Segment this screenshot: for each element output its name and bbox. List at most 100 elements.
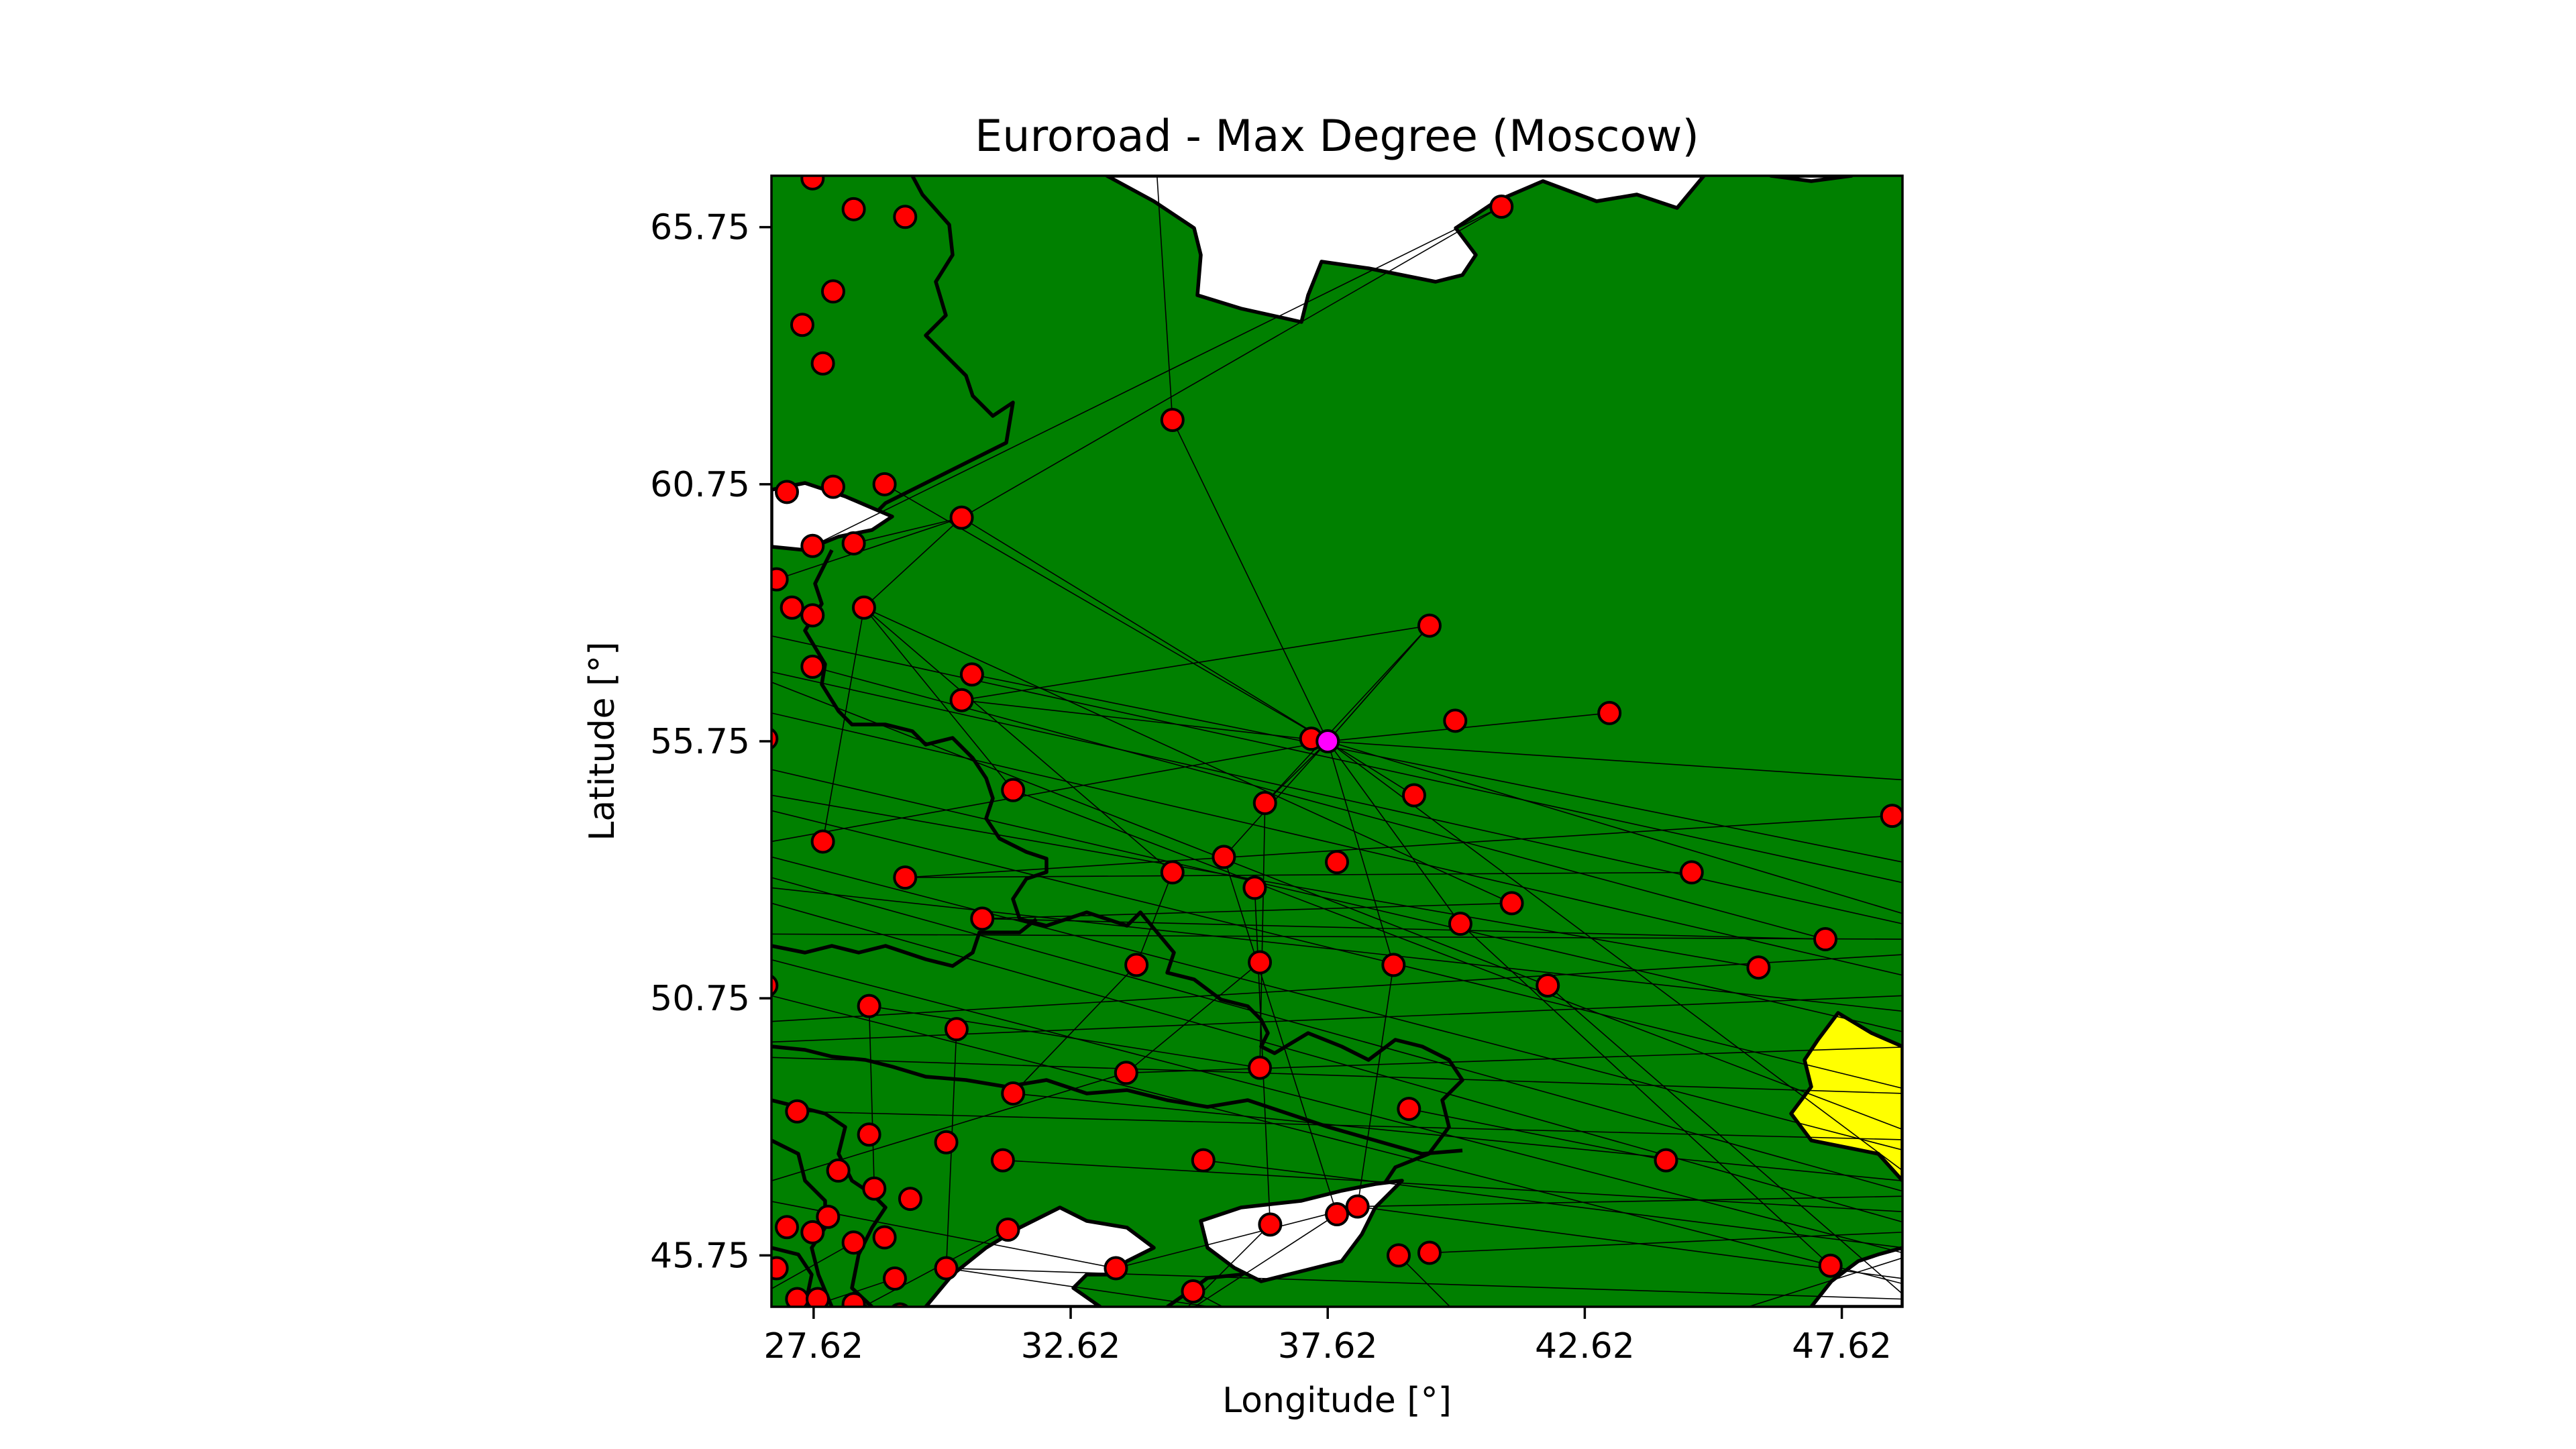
city-node — [1536, 973, 1560, 998]
city-node — [1818, 1253, 1843, 1278]
city-node — [1114, 1061, 1138, 1085]
city-node — [800, 533, 825, 558]
road-edge — [1328, 712, 1610, 742]
city-node — [884, 1327, 906, 1348]
city-node — [800, 603, 825, 628]
highlight-node-moscow — [1316, 729, 1340, 753]
road-nodes — [771, 176, 1902, 1348]
road-edge — [863, 607, 1014, 791]
city-node — [774, 480, 799, 504]
city-node — [1001, 1081, 1026, 1106]
city-node — [820, 279, 845, 304]
city-node — [1124, 953, 1149, 977]
road-edge — [1356, 965, 1395, 1207]
x-axis-ticks: 27.62 32.62 37.62 42.62 47.62 — [763, 1307, 1892, 1366]
city-node — [826, 1158, 851, 1183]
x-tick-label: 32.62 — [1021, 1326, 1121, 1366]
road-edge — [771, 769, 1902, 1032]
road-edge — [1429, 1232, 1902, 1254]
city-node — [1597, 700, 1622, 725]
y-tick-label: 60.75 — [650, 465, 750, 505]
road-edge — [1136, 872, 1173, 965]
road-edge — [905, 871, 1692, 878]
road-edge — [1193, 1291, 1224, 1307]
road-edge — [861, 1229, 1008, 1307]
city-node — [949, 505, 974, 530]
city-node — [841, 1230, 866, 1255]
city-node — [862, 1176, 887, 1201]
road-edge — [1547, 985, 1902, 1295]
city-node — [872, 472, 897, 496]
road-edge — [971, 674, 1902, 863]
road-edge — [808, 1278, 896, 1307]
city-node — [810, 351, 835, 376]
city-node — [970, 906, 995, 931]
road-edge — [771, 954, 1902, 1022]
city-node — [894, 1317, 916, 1338]
city-node — [1212, 845, 1236, 869]
road-edges — [771, 176, 1902, 1307]
city-node — [996, 1218, 1020, 1242]
road-edge — [771, 635, 1902, 883]
road-edge — [961, 517, 1328, 742]
city-node — [1104, 1256, 1128, 1281]
city-node — [872, 1225, 897, 1250]
road-edge — [1328, 741, 1902, 781]
city-node — [1401, 783, 1426, 808]
city-node — [857, 994, 881, 1018]
city-node — [990, 1148, 1015, 1173]
road-edge — [822, 607, 865, 842]
road-edge — [1409, 1108, 1666, 1161]
city-node — [1381, 953, 1406, 977]
road-edge — [1327, 741, 1902, 1171]
road-edge — [771, 1057, 1902, 1094]
road-edge — [1223, 857, 1338, 1215]
city-node — [1252, 790, 1277, 815]
y-tick-label: 45.75 — [650, 1236, 750, 1276]
city-node — [820, 474, 845, 499]
city-node — [816, 1204, 841, 1229]
road-edge — [863, 517, 963, 608]
road-edge — [771, 794, 1759, 968]
road-edge — [1013, 1093, 1902, 1182]
barents-sea-edge — [1769, 176, 1854, 183]
road-edge — [1156, 176, 1173, 421]
city-node — [1191, 1148, 1216, 1173]
road-edge — [1398, 1254, 1451, 1307]
y-tick-label: 55.75 — [650, 722, 750, 762]
road-edge — [1357, 1205, 1902, 1279]
road-edge — [812, 206, 1502, 547]
city-node — [1345, 1194, 1370, 1219]
road-edge — [1357, 1195, 1902, 1208]
road-edge — [1126, 961, 1260, 1073]
map-plot-area — [771, 176, 1902, 1348]
city-node — [805, 1287, 830, 1307]
city-node — [800, 176, 825, 191]
road-edge — [1012, 790, 1902, 1130]
road-edge — [771, 887, 1902, 1012]
x-tick-label: 47.62 — [1792, 1326, 1892, 1366]
city-node — [1386, 1243, 1411, 1268]
city-node — [771, 974, 779, 997]
country-border — [771, 1246, 814, 1307]
x-tick-label: 42.62 — [1535, 1326, 1635, 1366]
city-node — [1325, 850, 1349, 875]
road-edge — [1327, 741, 1461, 924]
road-edge — [771, 671, 1902, 924]
y-tick-label: 50.75 — [650, 979, 750, 1019]
road-edge — [1116, 1205, 1358, 1269]
city-node — [949, 688, 974, 712]
road-edge — [1327, 625, 1430, 742]
city-node — [1443, 708, 1468, 733]
road-edge — [946, 1267, 1214, 1307]
city-node — [1499, 891, 1524, 916]
city-node — [1157, 1317, 1178, 1338]
city-node — [898, 1187, 922, 1212]
road-edge — [905, 815, 1892, 878]
white-sea — [1105, 176, 1706, 324]
road-edge — [1172, 419, 1328, 742]
city-node — [790, 313, 814, 337]
road-edge — [1265, 625, 1430, 804]
city-node — [1248, 950, 1273, 975]
city-node — [1181, 1279, 1205, 1304]
